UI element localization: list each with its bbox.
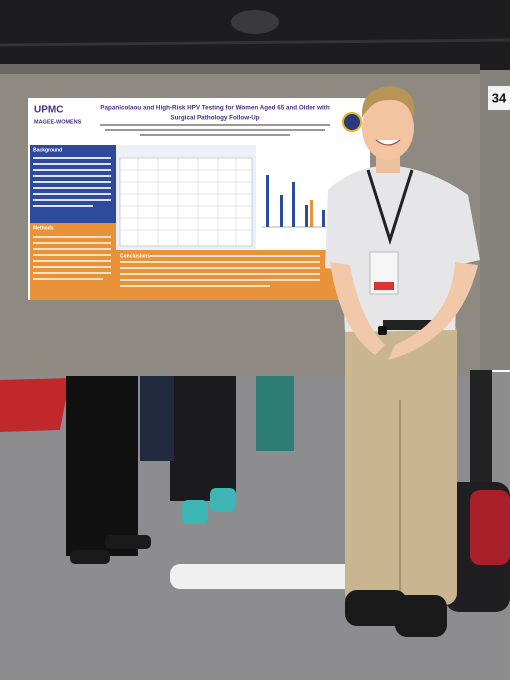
shoe xyxy=(105,535,151,549)
man-shoe xyxy=(345,590,407,626)
board-leg xyxy=(470,370,492,500)
shoe xyxy=(70,550,110,564)
backpack-pocket xyxy=(470,490,510,565)
man-neck xyxy=(376,155,400,173)
poster-logo: UPMC xyxy=(34,105,63,116)
man-shirt xyxy=(325,165,480,332)
poster-seal xyxy=(342,112,362,132)
panel-text xyxy=(33,157,111,207)
board-number-card xyxy=(488,86,510,110)
poster-title: Papanicolaou and High-Risk HPV Testing f… xyxy=(100,105,330,112)
table-lines xyxy=(120,158,252,246)
man-hair xyxy=(361,86,415,118)
red-carpet xyxy=(0,378,70,432)
man-arm xyxy=(330,262,385,355)
background-panel xyxy=(30,145,116,223)
ceiling-light xyxy=(231,10,279,34)
lanyard xyxy=(366,169,414,246)
poster-title: Surgical Pathology Follow-Up xyxy=(170,115,259,122)
visitor-legs xyxy=(66,376,138,556)
ceiling-beam xyxy=(0,38,510,47)
visitor-legs xyxy=(140,376,174,461)
badge-ribbon xyxy=(374,282,394,290)
visitor-legs xyxy=(256,376,294,451)
man-arm xyxy=(388,262,478,360)
sneaker xyxy=(210,488,236,512)
poster-logo-sub: MAGEE-WOMENS xyxy=(34,119,82,125)
man-belt xyxy=(383,320,443,330)
watch xyxy=(378,326,387,335)
man-shoe xyxy=(395,595,447,637)
visitor-legs xyxy=(170,376,236,501)
panel-heading: Methods xyxy=(33,225,54,231)
data-table xyxy=(119,157,253,247)
panel-heading: Background xyxy=(33,147,62,153)
board-number: 34 xyxy=(492,90,507,105)
man-face xyxy=(362,96,414,160)
board-frame xyxy=(0,64,480,74)
panel-text xyxy=(120,255,320,287)
poster-tube xyxy=(170,564,378,589)
panel-heading: Conclusions xyxy=(120,253,150,259)
panel-text xyxy=(33,236,111,280)
man-smile xyxy=(375,139,401,146)
next-board xyxy=(480,70,510,370)
sneaker xyxy=(182,500,208,524)
poster-authors xyxy=(100,124,330,136)
